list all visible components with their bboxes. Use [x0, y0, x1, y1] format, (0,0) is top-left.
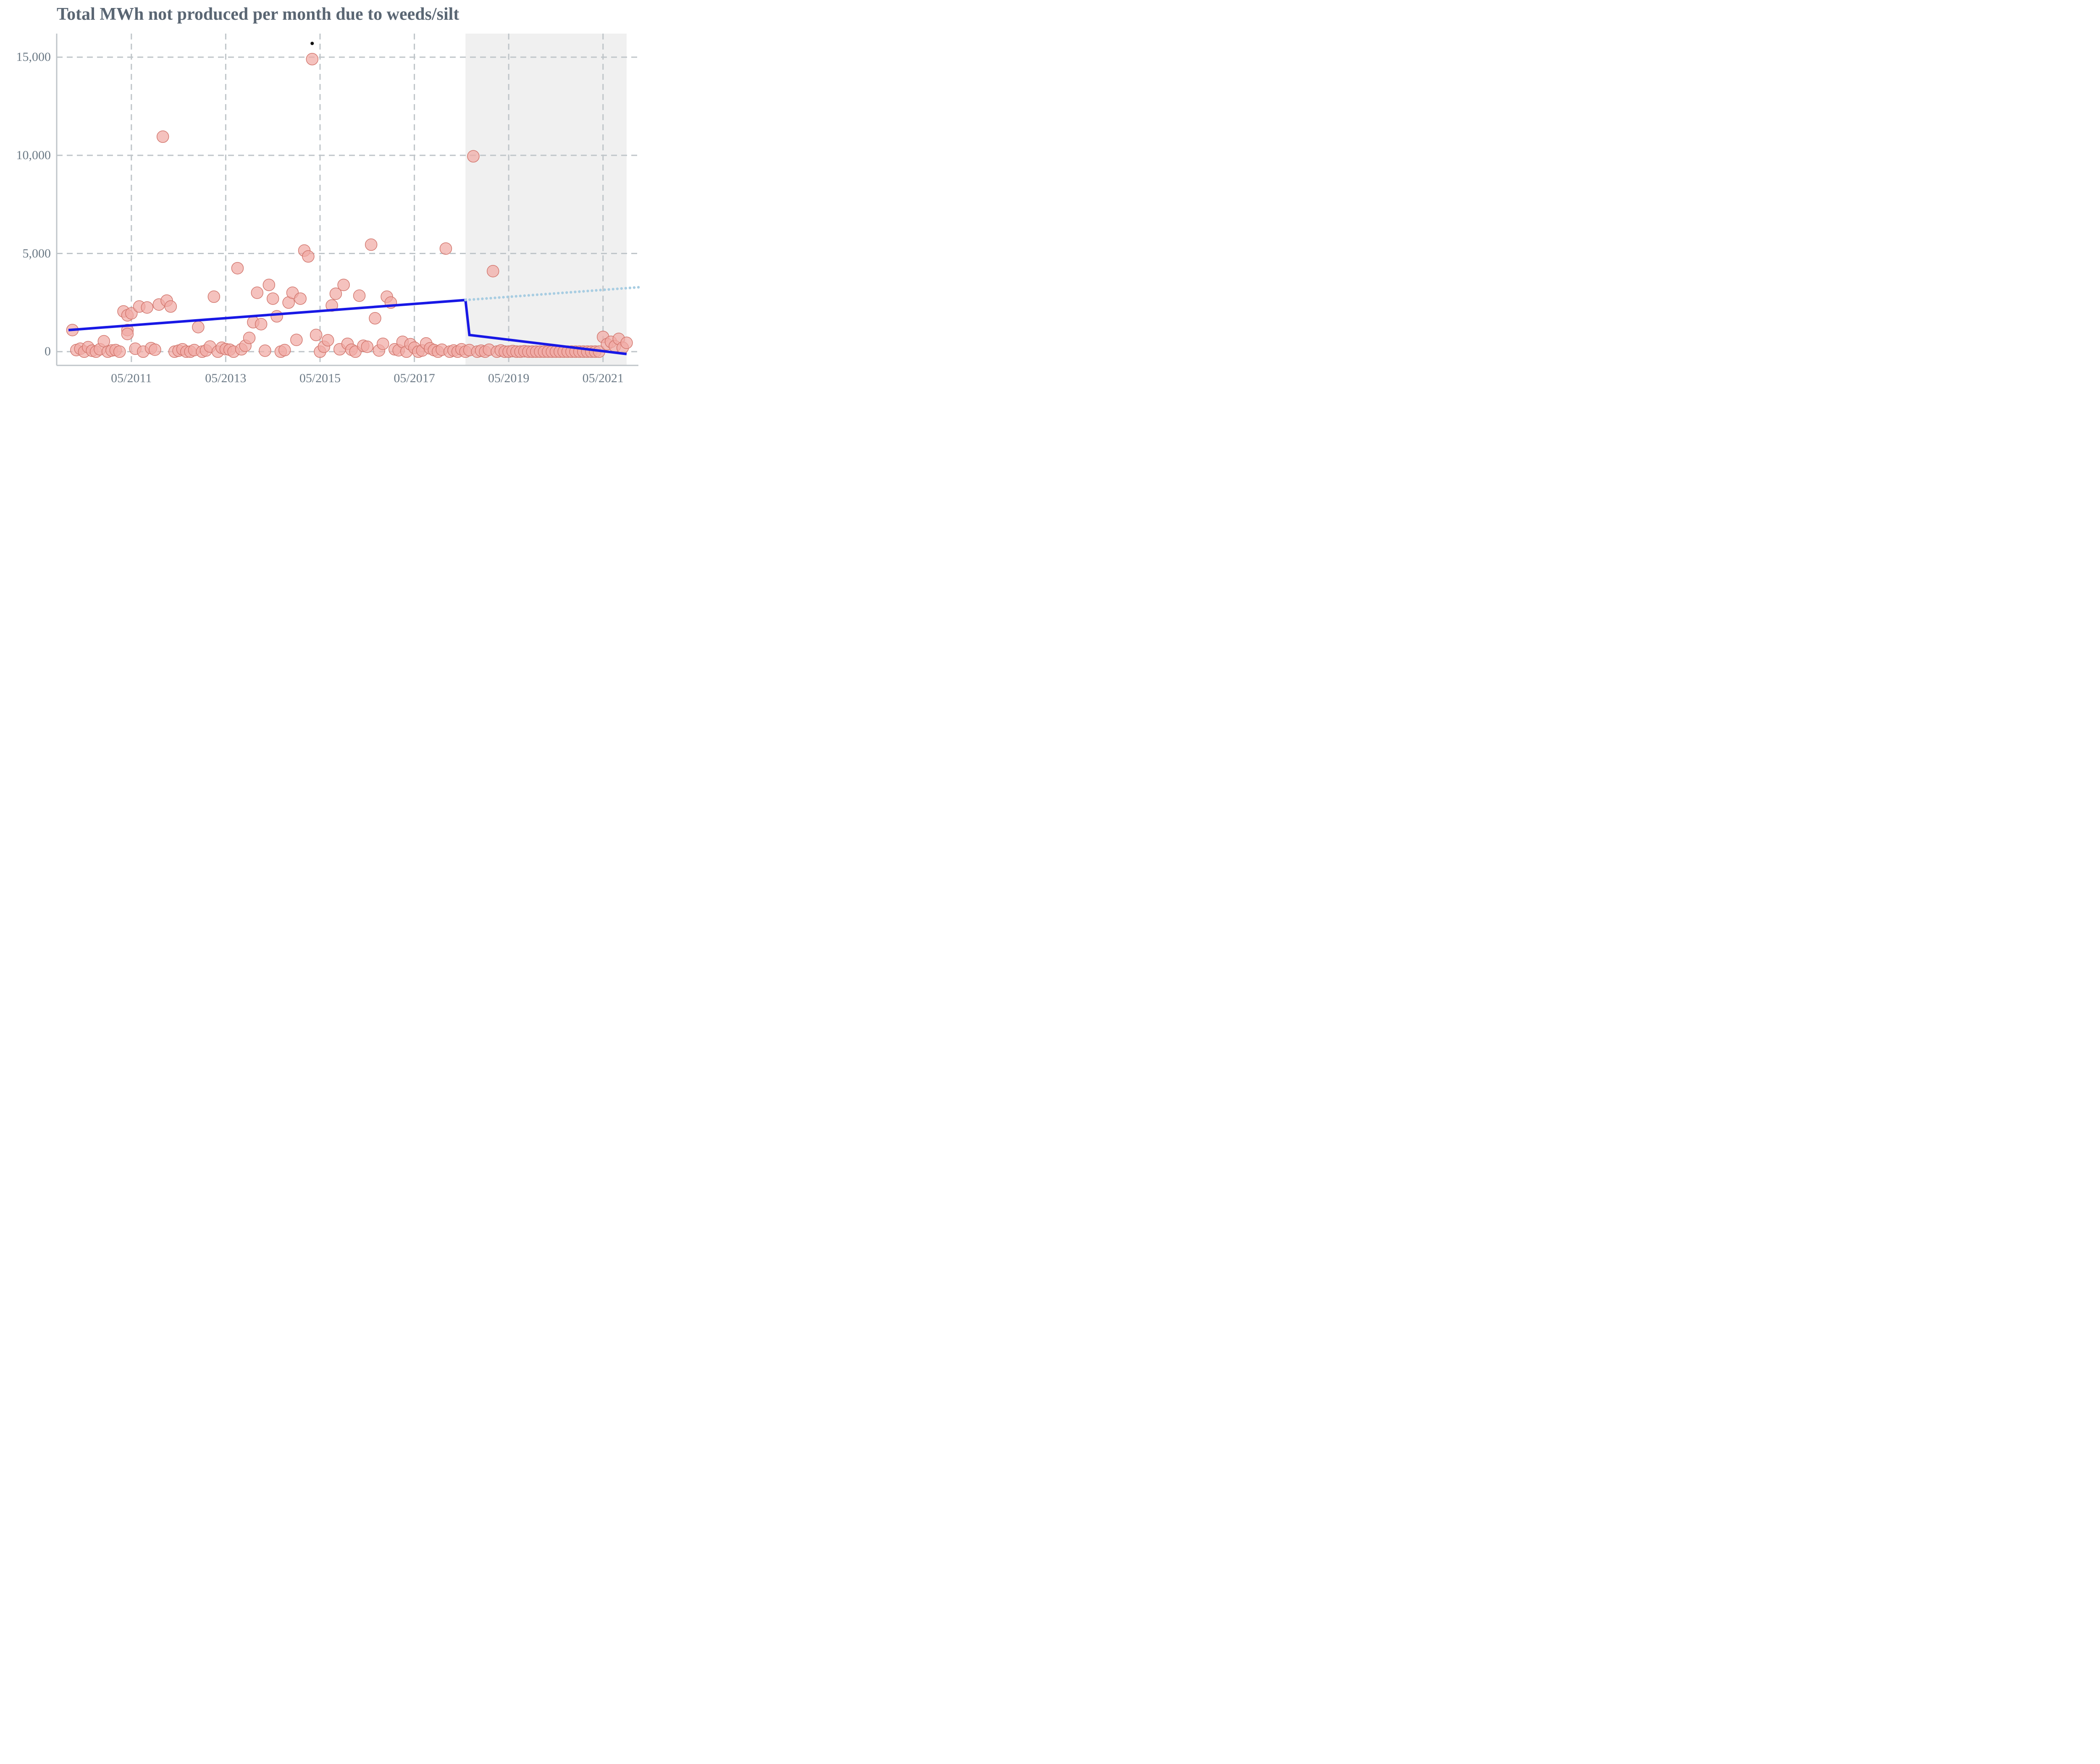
trend-line-dotted-dot [595, 289, 597, 291]
scatter-point [310, 329, 322, 341]
trend-line-dotted-dot [528, 294, 530, 297]
trend-line-dotted-dot [477, 298, 479, 300]
scatter-point [231, 262, 243, 274]
scatter-point [306, 53, 318, 65]
scatter-point [244, 332, 255, 344]
scatter-point [369, 312, 381, 324]
scatter-point [259, 345, 271, 357]
trend-line-dotted-dot [570, 291, 572, 294]
scatter-point [267, 293, 279, 304]
trend-line-dotted-dot [565, 291, 568, 294]
trend-line-dotted-dot [620, 287, 623, 290]
scatter-point [251, 287, 263, 299]
scatter-point [291, 334, 302, 346]
trend-line-dotted-dot [557, 292, 559, 294]
trend-line-dotted-dot [464, 299, 467, 301]
scatter-point [621, 337, 633, 349]
scatter-point [149, 344, 161, 356]
trend-line-dotted-dot [608, 288, 610, 291]
scatter-point [114, 346, 126, 357]
trend-line-dotted-dot [532, 294, 534, 296]
trend-line-dotted-dot [515, 295, 517, 297]
trend-line-dotted-dot [540, 293, 543, 296]
trend-line-dotted-dot [498, 296, 500, 299]
trend-line-dotted-dot [506, 296, 509, 298]
scatter-point [279, 344, 291, 356]
scatter-point [440, 243, 452, 255]
scatter-point [98, 336, 110, 347]
trend-line-dotted-dot [574, 291, 576, 293]
trend-line-dotted-dot [523, 294, 526, 297]
trend-line-dotted-dot [561, 291, 564, 294]
scatter-point [365, 239, 377, 251]
scatter-point [338, 279, 349, 291]
scatter-point [192, 321, 204, 333]
trend-line-dotted-dot [481, 297, 483, 300]
scatter-point [322, 334, 334, 346]
scatter-point [121, 328, 133, 340]
trend-line-dotted-dot [633, 286, 635, 289]
scatter-point [165, 301, 176, 312]
trend-line-dotted-dot [612, 288, 614, 290]
scatter-point [294, 293, 306, 304]
scatter-point [255, 318, 267, 330]
scatter-point [467, 150, 479, 162]
trend-line-dotted-dot [637, 286, 640, 289]
outlier-marker [310, 42, 314, 45]
scatter-point [271, 310, 283, 322]
scatter-point [208, 291, 220, 302]
trend-line-dotted-dot [544, 293, 547, 295]
trend-line-dotted-dot [578, 290, 580, 293]
scatter-point [302, 251, 314, 262]
trend-line-dotted-dot [511, 295, 513, 298]
trend-line-dotted-dot [582, 290, 585, 292]
trend-line-dotted-dot [472, 298, 475, 301]
trend-line-dotted-dot [519, 295, 522, 297]
trend-line-dotted-dot [591, 289, 593, 292]
chart-svg [0, 0, 647, 424]
trend-line-dotted-dot [629, 286, 631, 289]
trend-line-dotted-dot [586, 290, 589, 292]
trend-line-dotted-dot [625, 287, 627, 289]
trend-line-dotted-dot [553, 292, 555, 295]
trend-line-dotted-dot [603, 289, 606, 291]
trend-line-dotted-dot [489, 297, 492, 299]
scatter-point [141, 302, 153, 313]
scatter-point [263, 279, 275, 291]
scatter-point [377, 338, 389, 350]
scatter-point [157, 131, 169, 142]
scatter-point [487, 265, 499, 277]
trend-line-dotted-dot [536, 294, 538, 296]
trend-line-dotted-dot [616, 287, 619, 290]
trend-line-dotted-dot [485, 297, 488, 299]
scatter-point [354, 290, 365, 302]
trend-line-dotted-dot [549, 292, 551, 295]
trend-line-dotted-dot [599, 289, 601, 291]
chart-container: Total MWh not produced per month due to … [0, 0, 647, 424]
trend-line-dotted-dot [494, 297, 496, 299]
scatter-point [361, 341, 373, 353]
trend-line-dotted-dot [502, 296, 504, 298]
trend-line-dotted-dot [468, 298, 471, 301]
